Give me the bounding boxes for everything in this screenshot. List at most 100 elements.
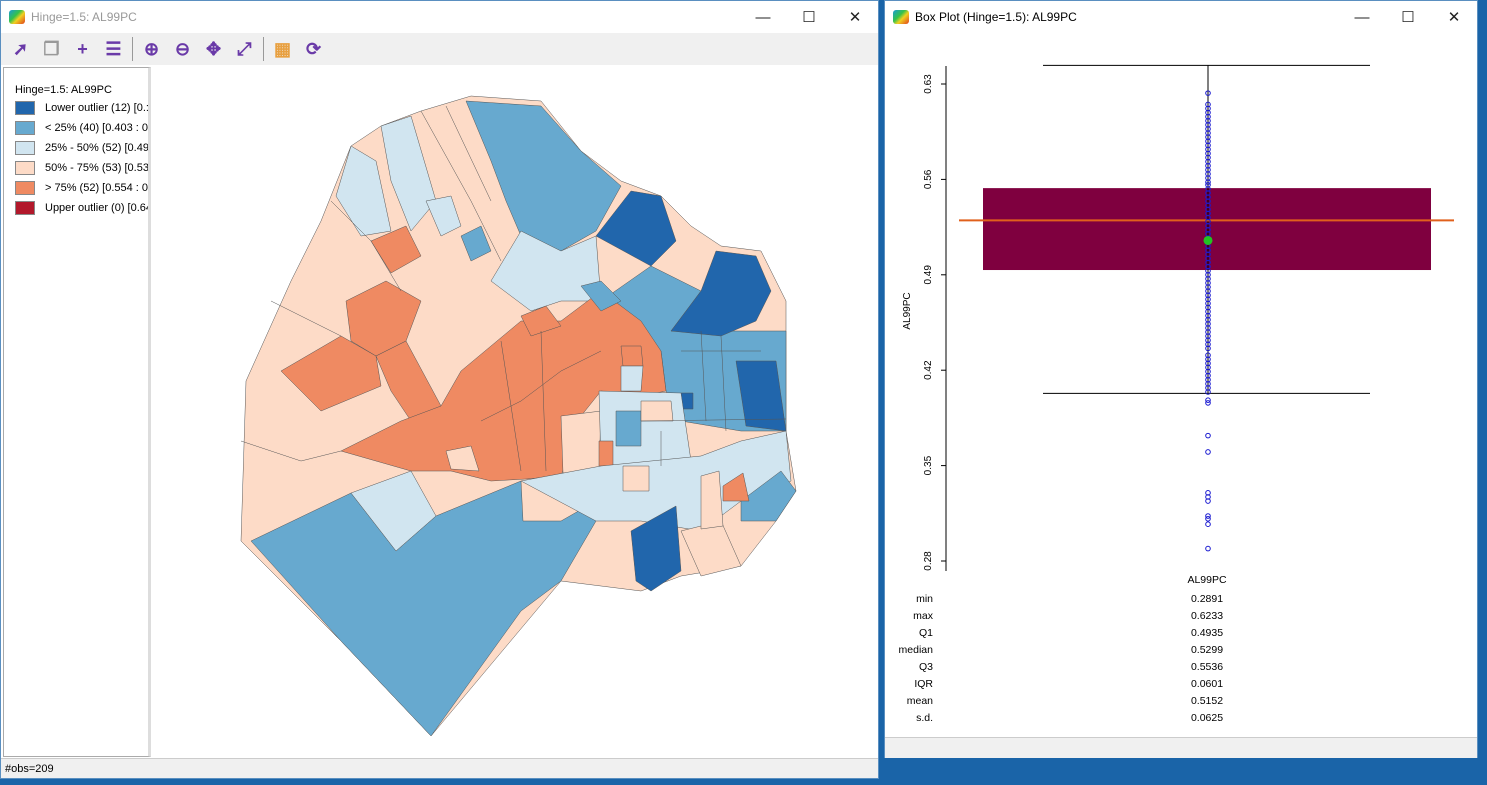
layers-icon[interactable]: ☰ bbox=[105, 38, 122, 59]
minimize-button[interactable]: — bbox=[1354, 8, 1370, 26]
data-point[interactable] bbox=[1205, 296, 1211, 303]
data-point[interactable] bbox=[1205, 138, 1211, 145]
close-button[interactable]: ✕ bbox=[1447, 9, 1461, 26]
data-point[interactable] bbox=[1205, 263, 1211, 270]
legend-item-lower-outlier[interactable]: Lower outlier (12) [0.: bbox=[15, 100, 148, 116]
data-point[interactable] bbox=[1205, 381, 1211, 387]
map-region[interactable] bbox=[350, 470, 437, 552]
data-point[interactable] bbox=[1205, 167, 1211, 173]
data-point[interactable] bbox=[1205, 227, 1211, 233]
data-point[interactable] bbox=[1205, 272, 1211, 278]
map-region[interactable] bbox=[520, 430, 792, 532]
legend-item-25-50[interactable]: 25% - 50% (52) [0.49 bbox=[15, 140, 148, 156]
copy-map-icon[interactable]: ❐ bbox=[43, 38, 60, 59]
map-region[interactable] bbox=[622, 465, 650, 492]
data-point[interactable] bbox=[1205, 280, 1211, 286]
data-point[interactable] bbox=[1205, 513, 1211, 519]
data-point[interactable] bbox=[1205, 198, 1211, 205]
legend-item-gt75[interactable]: > 75% (52) [0.554 : 0 bbox=[15, 180, 148, 196]
data-point[interactable] bbox=[1205, 312, 1211, 319]
legend-item-50-75[interactable]: 50% - 75% (53) [0.53 bbox=[15, 160, 148, 176]
maximize-button[interactable]: ☐ bbox=[1401, 9, 1415, 26]
data-point[interactable] bbox=[1205, 186, 1211, 192]
data-point[interactable] bbox=[1205, 210, 1211, 217]
data-point[interactable] bbox=[1205, 255, 1211, 262]
data-point[interactable] bbox=[1205, 337, 1211, 344]
data-point[interactable] bbox=[1205, 325, 1211, 331]
map-region[interactable] bbox=[740, 470, 797, 522]
data-point[interactable] bbox=[1205, 515, 1211, 522]
data-point[interactable] bbox=[1205, 162, 1211, 169]
data-point[interactable] bbox=[1205, 521, 1211, 528]
data-point[interactable] bbox=[1205, 126, 1211, 132]
basemap-icon[interactable]: ▦ bbox=[273, 38, 291, 59]
data-point[interactable] bbox=[1205, 498, 1211, 504]
data-point[interactable] bbox=[1205, 105, 1211, 112]
data-point[interactable] bbox=[1205, 376, 1211, 383]
minimize-button[interactable]: — bbox=[755, 8, 771, 26]
data-point[interactable] bbox=[1205, 345, 1211, 352]
map-region[interactable] bbox=[630, 505, 682, 592]
fit-extent-icon[interactable]: ⤢ bbox=[237, 38, 252, 59]
data-point[interactable] bbox=[1205, 308, 1211, 315]
data-point[interactable] bbox=[1205, 284, 1211, 290]
data-point[interactable] bbox=[1205, 545, 1211, 552]
data-point[interactable] bbox=[1205, 222, 1211, 229]
maximize-button[interactable]: ☐ bbox=[802, 9, 816, 26]
data-point[interactable] bbox=[1205, 356, 1211, 363]
data-point[interactable] bbox=[1205, 368, 1211, 375]
data-point[interactable] bbox=[1205, 360, 1211, 367]
data-point[interactable] bbox=[1205, 142, 1211, 149]
add-layer-icon[interactable]: + bbox=[77, 38, 88, 59]
data-point[interactable] bbox=[1205, 171, 1211, 177]
data-point[interactable] bbox=[1205, 146, 1211, 153]
data-point[interactable] bbox=[1205, 251, 1211, 258]
data-point[interactable] bbox=[1205, 113, 1211, 120]
data-point[interactable] bbox=[1205, 109, 1211, 116]
data-point[interactable] bbox=[1205, 341, 1211, 348]
mean-marker[interactable] bbox=[1203, 235, 1213, 245]
map-region[interactable] bbox=[598, 440, 614, 467]
map-region[interactable] bbox=[580, 280, 622, 312]
data-point[interactable] bbox=[1205, 352, 1211, 359]
data-point[interactable] bbox=[1205, 134, 1211, 140]
map-region[interactable] bbox=[335, 145, 392, 237]
data-point[interactable] bbox=[1205, 385, 1211, 391]
data-point[interactable] bbox=[1205, 175, 1211, 181]
zoom-in-icon[interactable]: ⊕ bbox=[143, 38, 160, 59]
data-point[interactable] bbox=[1205, 400, 1211, 406]
data-point[interactable] bbox=[1205, 158, 1211, 165]
data-point[interactable] bbox=[1205, 117, 1211, 124]
data-point[interactable] bbox=[1205, 304, 1211, 311]
data-point[interactable] bbox=[1205, 150, 1211, 157]
data-point[interactable] bbox=[1205, 218, 1211, 225]
data-point[interactable] bbox=[1205, 101, 1211, 108]
legend-item-upper-outlier[interactable]: Upper outlier (0) [0.64 bbox=[15, 200, 148, 216]
map-region[interactable] bbox=[615, 410, 642, 447]
data-point[interactable] bbox=[1205, 130, 1211, 136]
map-region[interactable] bbox=[465, 100, 622, 252]
map-region[interactable] bbox=[595, 190, 677, 267]
data-point[interactable] bbox=[1205, 194, 1211, 200]
data-point[interactable] bbox=[1205, 214, 1211, 221]
map-region[interactable] bbox=[640, 400, 674, 422]
data-point[interactable] bbox=[1205, 397, 1211, 403]
data-point[interactable] bbox=[1205, 449, 1211, 455]
data-point[interactable] bbox=[1205, 316, 1211, 323]
data-point[interactable] bbox=[1205, 179, 1211, 185]
data-point[interactable] bbox=[1205, 259, 1211, 266]
select-tool-icon[interactable]: ➚ bbox=[12, 38, 29, 59]
map-region[interactable] bbox=[370, 225, 422, 274]
data-point[interactable] bbox=[1205, 182, 1211, 188]
box-plot-chart[interactable]: 0.28 0.35 0.42 0.49 0.56 0.63 AL99PC bbox=[885, 1, 1477, 571]
data-point[interactable] bbox=[1205, 333, 1211, 339]
data-point[interactable] bbox=[1205, 494, 1211, 500]
data-point[interactable] bbox=[1205, 202, 1211, 209]
data-point[interactable] bbox=[1205, 267, 1211, 274]
data-point[interactable] bbox=[1205, 247, 1211, 254]
data-point[interactable] bbox=[1205, 122, 1211, 128]
data-point[interactable] bbox=[1205, 432, 1211, 439]
map-region[interactable] bbox=[520, 305, 562, 337]
data-point[interactable] bbox=[1205, 90, 1211, 96]
data-point[interactable] bbox=[1205, 490, 1211, 496]
